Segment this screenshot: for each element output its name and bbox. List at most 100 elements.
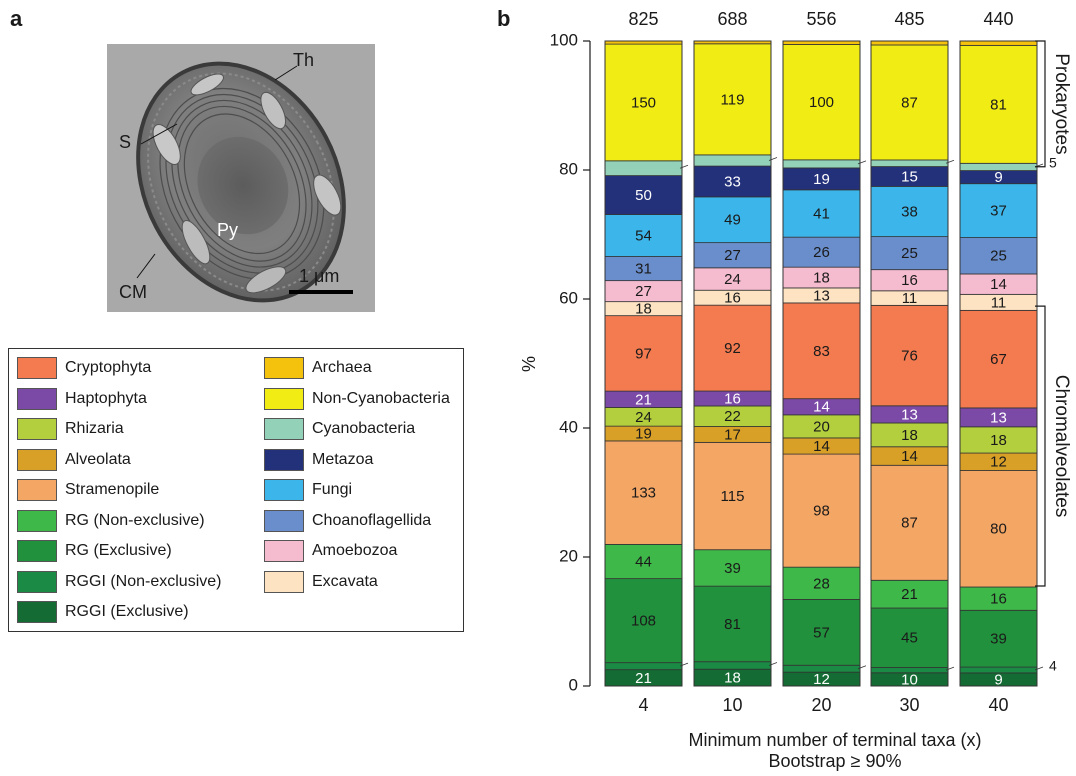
bar-segment — [870, 40, 949, 46]
y-tick-label: 60 — [559, 288, 578, 307]
legend-item: Amoebozoa — [264, 540, 397, 562]
value-label: 20 — [813, 418, 830, 435]
label-thylakoid: Th — [293, 50, 315, 70]
value-label: 22 — [724, 408, 741, 425]
value-label: 21 — [901, 586, 918, 603]
y-tick-label: 20 — [559, 546, 578, 565]
value-label: 12 — [990, 454, 1007, 471]
value-leader-line — [679, 662, 689, 667]
bar-segment — [959, 44, 1038, 164]
value-label: 10 — [901, 671, 918, 688]
value-label: 81 — [724, 616, 741, 633]
value-label: 108 — [631, 613, 656, 630]
legend-swatch — [17, 601, 57, 623]
bar-segment — [782, 189, 861, 238]
panel-b-label: b — [497, 6, 511, 31]
value-label: 4 — [1049, 658, 1057, 674]
value-label: 21 — [635, 670, 652, 687]
x-tick-label: 4 — [638, 695, 648, 715]
legend-item: Haptophyta — [17, 387, 147, 410]
legend-label: RG (Exclusive) — [65, 542, 172, 559]
bar-segment — [959, 40, 1038, 46]
legend-item: RGGI (Exclusive) — [17, 601, 189, 623]
value-label: 83 — [813, 343, 830, 360]
value-label: 133 — [631, 485, 656, 502]
chart-svg: 020406080100%219108441331924219718273154… — [519, 9, 1072, 771]
legend-swatch — [17, 448, 57, 471]
y-tick-label: 100 — [550, 30, 578, 49]
value-label: 11 — [902, 290, 918, 307]
bar-segment — [693, 154, 772, 167]
x-axis-sublabel: Bootstrap ≥ 90% — [769, 751, 902, 771]
value-label: 67 — [990, 351, 1007, 368]
panel-a-label: a — [10, 6, 23, 31]
value-label: 16 — [724, 290, 741, 307]
legend-swatch — [264, 540, 304, 562]
value-label: 27 — [635, 283, 652, 300]
legend: Cryptophyta Haptophyta Rhizaria Alveolata St… — [8, 348, 464, 632]
legend-item: Non-Cyanobacteria — [264, 387, 450, 410]
value-label: 14 — [813, 399, 830, 416]
legend-swatch — [264, 387, 304, 410]
bar-segment — [782, 44, 861, 161]
label-cell-membrane: CM — [119, 282, 147, 302]
bar-segment — [782, 599, 861, 666]
value-label: 119 — [721, 91, 745, 108]
value-label: 45 — [901, 630, 918, 647]
bar-segment — [782, 159, 861, 169]
value-label: 31 — [635, 261, 652, 278]
value-label: 13 — [813, 287, 830, 304]
value-label: 33 — [724, 173, 741, 190]
group-bracket-label: Prokaryotes — [1051, 53, 1072, 154]
legend-label: Non-Cyanobacteria — [312, 389, 450, 407]
x-tick-label: 10 — [722, 695, 742, 715]
electron-micrograph: Th S Py CM 1 μm — [107, 44, 375, 312]
value-label: 14 — [813, 438, 830, 455]
value-label: 19 — [635, 425, 652, 442]
legend-swatch — [17, 570, 57, 593]
value-label: 44 — [635, 553, 652, 570]
value-label: 9 — [994, 671, 1002, 688]
value-label: 18 — [813, 270, 830, 287]
column-total-label: 440 — [983, 9, 1013, 29]
bar-segment — [604, 662, 683, 671]
bar-segment — [959, 426, 1038, 454]
value-label: 12 — [813, 671, 830, 688]
bar-segment — [604, 175, 683, 215]
legend-item: Metazoa — [264, 448, 373, 471]
value-label: 27 — [724, 247, 741, 264]
y-axis-label: % — [520, 356, 539, 372]
legend-swatch — [17, 509, 57, 532]
value-label: 115 — [721, 488, 745, 505]
value-label: 24 — [635, 409, 652, 426]
legend-swatch — [17, 479, 57, 501]
value-label: 80 — [990, 521, 1007, 538]
bar-segment — [959, 183, 1038, 238]
value-leader-line — [857, 160, 867, 165]
x-tick-label: 20 — [811, 695, 831, 715]
y-tick-label: 40 — [559, 417, 578, 436]
legend-label: Archaea — [312, 359, 372, 376]
legend-label: Fungi — [312, 481, 353, 498]
group-bracket — [1035, 40, 1046, 168]
column-total-label: 485 — [894, 9, 924, 29]
bar-outline — [870, 40, 949, 687]
micrograph-image — [107, 44, 375, 312]
value-label: 24 — [724, 271, 741, 288]
value-label: 49 — [724, 212, 741, 229]
value-label: 5 — [1049, 155, 1057, 171]
legend-item: Choanoflagellida — [264, 509, 431, 532]
bar-segment — [604, 256, 683, 282]
column-total-label: 688 — [717, 9, 747, 29]
legend-label: Cyanobacteria — [312, 420, 416, 437]
legend-label: RG (Non-exclusive) — [65, 511, 205, 529]
value-label: 21 — [635, 391, 652, 408]
value-label: 150 — [631, 94, 656, 111]
legend-label: Alveolata — [65, 450, 131, 468]
value-label: 18 — [990, 432, 1007, 449]
value-label: 37 — [990, 203, 1007, 220]
x-axis-label: Minimum number of terminal taxa (x) — [688, 730, 981, 750]
legend-swatch — [17, 418, 57, 440]
legend-item: Stramenopile — [17, 479, 159, 501]
value-leader-line — [945, 159, 955, 164]
